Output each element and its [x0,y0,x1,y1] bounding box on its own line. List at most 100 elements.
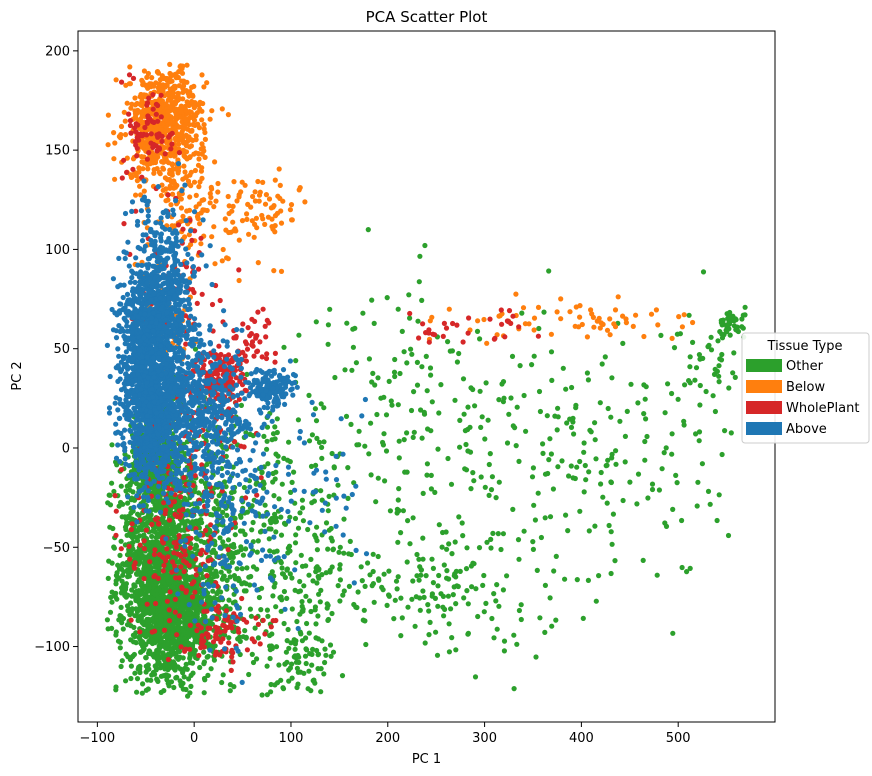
scatter-point [180,655,186,661]
scatter-point [299,497,305,503]
scatter-point [467,424,473,430]
scatter-point [195,121,201,127]
scatter-point [305,526,311,533]
scatter-point [259,585,265,591]
scatter-point [386,593,392,599]
scatter-point [181,674,187,680]
scatter-point [145,581,151,587]
scatter-point [742,304,748,310]
scatter-point [435,583,441,589]
scatter-point [133,142,139,148]
scatter-point [153,157,159,163]
scatter-point [705,488,712,494]
scatter-point [264,438,270,444]
scatter-point [577,314,583,320]
scatter-point [240,634,246,640]
scatter-point [387,508,393,514]
scatter-point [119,175,125,181]
scatter-point [295,652,301,659]
scatter-point [718,357,725,363]
scatter-point [410,578,416,584]
scatter-point [287,207,293,213]
scatter-point [445,593,451,599]
scatter-point [469,584,475,590]
scatter-point [172,609,178,615]
scatter-point [269,569,275,575]
scatter-point [511,425,518,431]
scatter-point [136,634,142,640]
scatter-point [173,114,179,120]
scatter-point [163,584,169,590]
scatter-point [258,607,264,613]
scatter-point [271,268,277,274]
scatter-point [246,231,252,237]
scatter-point [529,362,535,368]
scatter-point [477,388,483,394]
scatter-point [530,546,537,553]
scatter-point [643,416,649,422]
scatter-point [255,635,261,641]
scatter-point [111,156,117,162]
scatter-point [164,572,170,578]
scatter-point [113,77,119,83]
scatter-point [448,481,455,487]
scatter-point [449,635,455,641]
scatter-point [151,167,157,173]
scatter-point [198,517,204,523]
scatter-point [513,291,519,297]
scatter-point [281,455,287,461]
scatter-point [531,315,538,321]
scatter-point [303,660,309,667]
scatter-point [120,626,126,632]
scatter-point [169,648,175,654]
scatter-point [718,320,725,326]
scatter-point [208,194,214,200]
scatter-point [153,111,159,117]
scatter-point [555,405,561,411]
scatter-point [560,365,566,371]
scatter-point [327,306,333,312]
scatter-point [238,544,244,550]
scatter-point [414,359,420,365]
scatter-point [189,84,195,90]
scatter-point [293,358,299,364]
scatter-point [572,475,578,482]
scatter-point [513,443,519,449]
scatter-point [674,480,680,486]
scatter-point [208,666,214,672]
scatter-point [167,170,173,177]
scatter-point [124,622,131,628]
scatter-point [445,339,451,345]
scatter-point [416,279,422,285]
scatter-point [681,312,687,318]
scatter-point [599,361,605,367]
scatter-point [289,479,295,485]
scatter-point [386,378,392,384]
scatter-point [516,458,522,464]
scatter-point [171,540,177,546]
scatter-point [605,405,611,412]
scatter-point [126,81,132,87]
scatter-point [383,448,390,454]
scatter-point [382,478,388,484]
scatter-point [573,405,579,411]
scatter-point [374,411,380,418]
scatter-point [166,673,172,679]
scatter-point [255,538,261,544]
scatter-point [653,307,660,313]
scatter-point [608,529,614,535]
scatter-point [446,649,452,655]
scatter-point [112,140,118,146]
scatter-point [417,253,423,259]
scatter-point [411,429,417,435]
scatter-point [141,640,147,646]
scatter-point [153,101,159,107]
scatter-point [547,436,553,442]
scatter-point [270,204,276,210]
scatter-points [104,61,748,699]
scatter-point [655,322,661,328]
scatter-point [225,547,231,553]
scatter-point [468,486,474,492]
scatter-point [346,551,352,557]
